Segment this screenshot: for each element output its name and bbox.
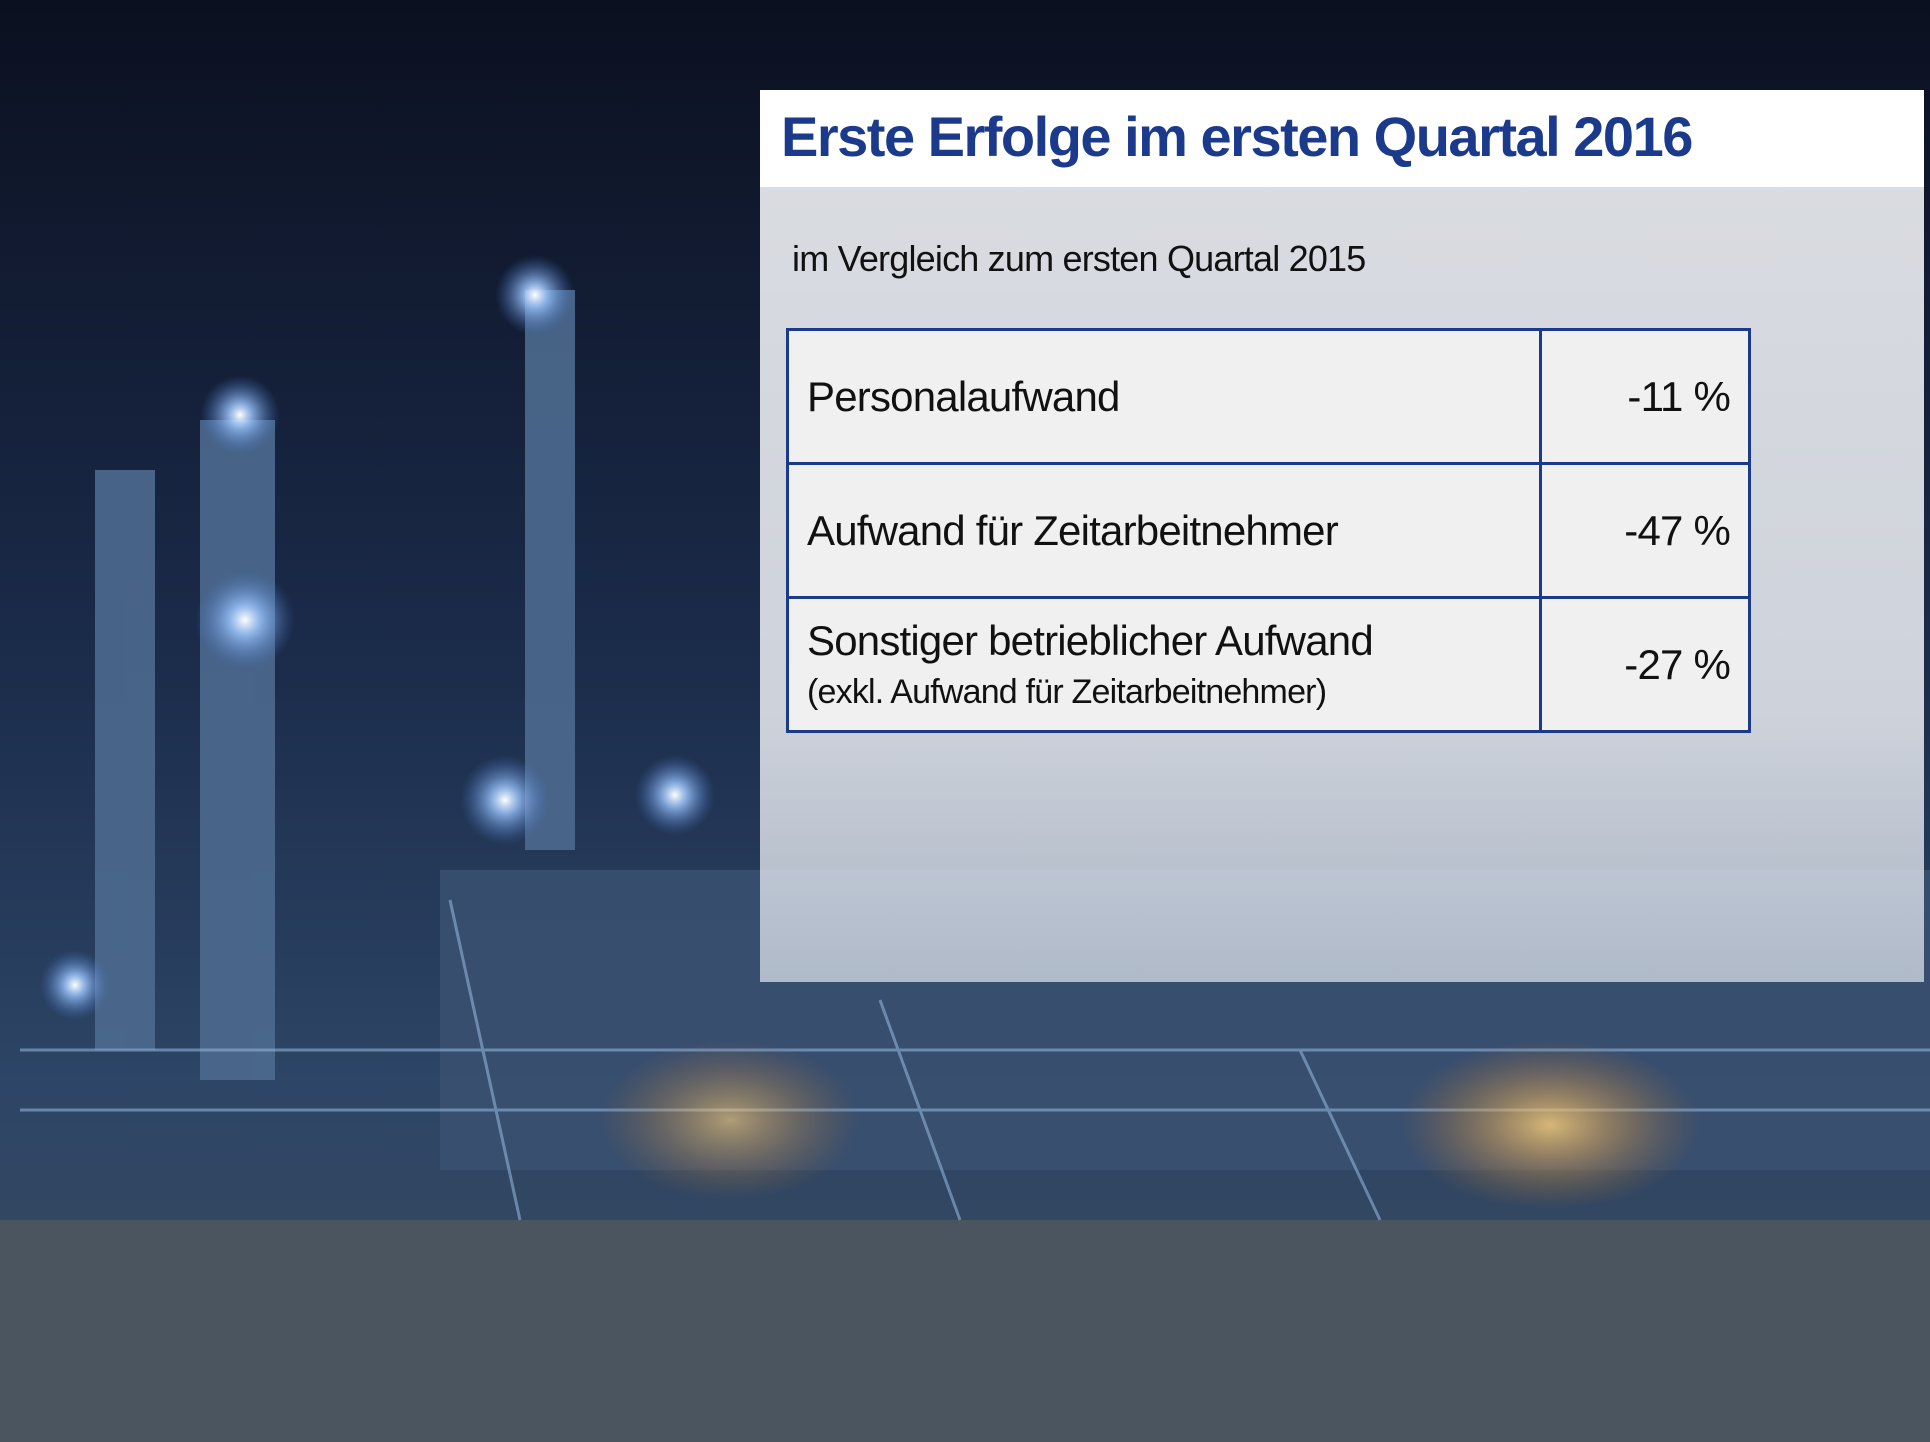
row-label-cell: Personalaufwand bbox=[786, 328, 1542, 465]
table-row: Sonstiger betrieblicher Aufwand (exkl. Au… bbox=[786, 596, 1751, 733]
row-value: -47 % bbox=[1539, 462, 1751, 599]
row-label: Personalaufwand bbox=[807, 372, 1120, 420]
table-row: Aufwand für Zeitarbeitnehmer -47 % bbox=[786, 462, 1751, 599]
subtitle: im Vergleich zum ersten Quartal 2015 bbox=[792, 238, 1366, 279]
title-band: Erste Erfolge im ersten Quartal 2016 bbox=[760, 90, 1924, 187]
table-row: Personalaufwand -11 % bbox=[786, 328, 1751, 465]
title: Erste Erfolge im ersten Quartal 2016 bbox=[781, 105, 1693, 168]
row-value: -11 % bbox=[1539, 328, 1751, 465]
cost-table: Personalaufwand -11 % Aufwand für Zeitarbe… bbox=[786, 328, 1751, 733]
row-label-cell: Sonstiger betrieblicher Aufwand (exkl. Au… bbox=[786, 596, 1542, 733]
row-label: Sonstiger betrieblicher Aufwand bbox=[807, 617, 1374, 664]
row-value: -27 % bbox=[1539, 596, 1751, 733]
row-label-cell: Aufwand für Zeitarbeitnehmer bbox=[786, 462, 1542, 599]
row-label: Aufwand für Zeitarbeitnehmer bbox=[807, 506, 1339, 554]
row-note: (exkl. Aufwand für Zeitarbeitnehmer) bbox=[807, 673, 1327, 711]
content-panel: Erste Erfolge im ersten Quartal 2016 im … bbox=[760, 90, 1924, 982]
